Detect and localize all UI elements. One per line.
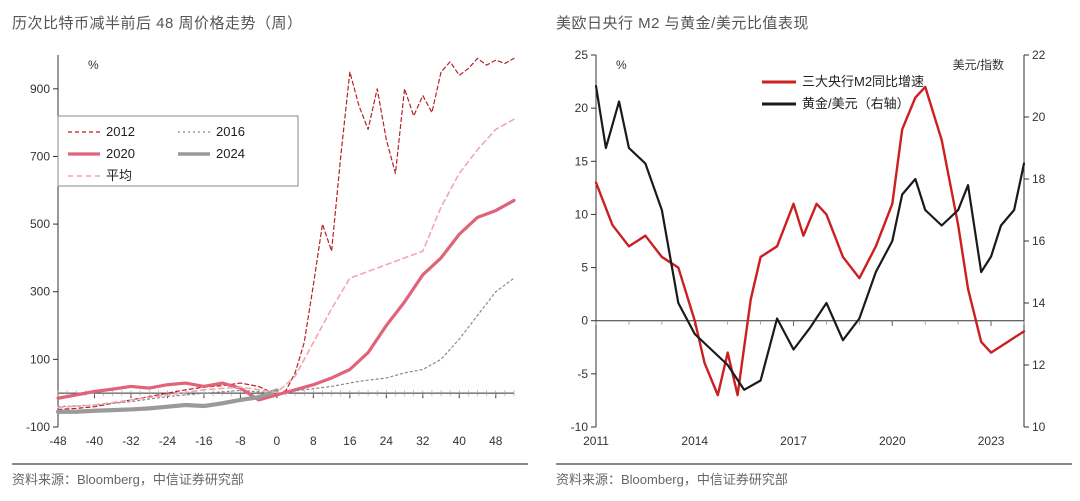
svg-text:平均: 平均 [106, 168, 132, 183]
svg-text:2023: 2023 [978, 434, 1005, 448]
svg-text:40: 40 [453, 434, 467, 448]
svg-text:2011: 2011 [583, 434, 609, 448]
svg-text:0: 0 [581, 314, 588, 328]
svg-text:-32: -32 [122, 434, 140, 448]
svg-text:14: 14 [1032, 296, 1046, 310]
svg-text:-10: -10 [571, 420, 589, 434]
svg-text:10: 10 [1032, 420, 1046, 434]
chart-row: 历次比特币减半前后 48 周价格走势（周） -48 -40 -32 -24 -16 -8 0… [8, 12, 1072, 488]
svg-text:25: 25 [575, 48, 589, 62]
right-source: 资料来源：Bloomberg，中信证券研究部 [556, 463, 1072, 488]
svg-text:-40: -40 [86, 434, 104, 448]
svg-text:18: 18 [1032, 172, 1046, 186]
left-title: 历次比特币减半前后 48 周价格走势（周） [12, 12, 528, 33]
right-panel: 美欧日央行 M2 与黄金/美元比值表现 20112014201720202023… [552, 12, 1072, 488]
svg-text:100: 100 [30, 352, 50, 366]
svg-text:-48: -48 [49, 434, 67, 448]
svg-text:0: 0 [274, 434, 281, 448]
svg-text:300: 300 [30, 285, 50, 299]
svg-text:-100: -100 [26, 420, 50, 434]
svg-text:2020: 2020 [106, 146, 135, 161]
svg-text:2017: 2017 [780, 434, 807, 448]
svg-text:900: 900 [30, 82, 50, 96]
svg-text:三大央行M2同比增速: 三大央行M2同比增速 [802, 74, 924, 89]
svg-text:32: 32 [416, 434, 430, 448]
svg-text:2020: 2020 [879, 434, 906, 448]
svg-text:22: 22 [1032, 48, 1046, 62]
svg-text:2024: 2024 [216, 146, 245, 161]
svg-text:5: 5 [581, 261, 588, 275]
svg-text:12: 12 [1032, 358, 1046, 372]
right-chart: 20112014201720202023-10-5051015202510121… [552, 37, 1068, 457]
svg-text:-16: -16 [195, 434, 213, 448]
svg-text:20: 20 [575, 101, 589, 115]
svg-text:%: % [88, 58, 99, 72]
svg-text:-8: -8 [235, 434, 246, 448]
svg-text:24: 24 [380, 434, 394, 448]
svg-text:美元/指数: 美元/指数 [953, 57, 1004, 72]
svg-text:8: 8 [310, 434, 317, 448]
svg-text:10: 10 [575, 207, 589, 221]
svg-text:48: 48 [489, 434, 503, 448]
svg-text:700: 700 [30, 149, 50, 163]
svg-text:16: 16 [1032, 234, 1046, 248]
svg-text:黄金/美元（右轴）: 黄金/美元（右轴） [802, 96, 910, 111]
svg-text:-24: -24 [159, 434, 177, 448]
left-source: 资料来源：Bloomberg，中信证券研究部 [12, 463, 528, 488]
right-title: 美欧日央行 M2 与黄金/美元比值表现 [556, 12, 1072, 33]
svg-text:-5: -5 [577, 367, 588, 381]
svg-text:15: 15 [575, 154, 589, 168]
svg-text:2016: 2016 [216, 124, 245, 139]
svg-text:%: % [616, 58, 627, 72]
svg-text:16: 16 [343, 434, 357, 448]
svg-text:2014: 2014 [681, 434, 708, 448]
svg-text:500: 500 [30, 217, 50, 231]
svg-text:20: 20 [1032, 110, 1046, 124]
left-panel: 历次比特币减半前后 48 周价格走势（周） -48 -40 -32 -24 -16 -8 0… [8, 12, 528, 488]
svg-text:2012: 2012 [106, 124, 135, 139]
left-chart: -48 -40 -32 -24 -16 -8 0 8 16 24 32 40 48 -100 100 300 5… [8, 37, 524, 457]
